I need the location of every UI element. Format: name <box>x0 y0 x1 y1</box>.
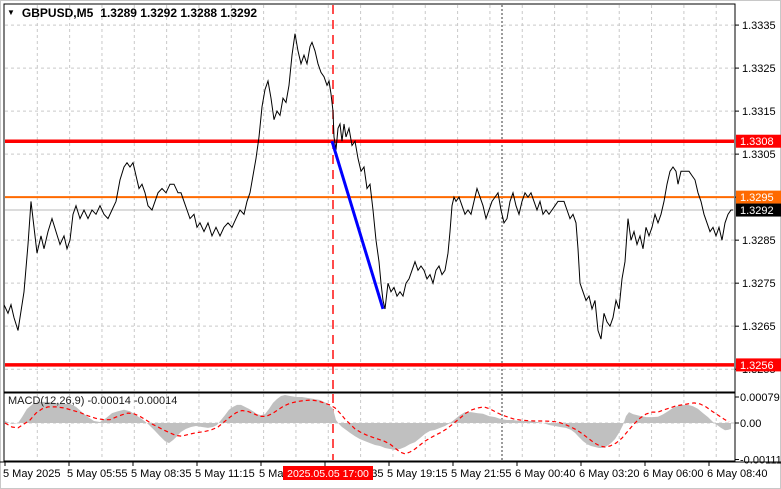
symbol-dropdown-icon[interactable]: ▼ <box>7 8 15 17</box>
macd-indicator-label: MACD(12,26,9) -0.00014 -0.00014 <box>8 395 178 407</box>
macd-signal-line <box>4 399 730 455</box>
symbol-timeframe-label: GBPUSD,M5 <box>21 6 94 20</box>
time-tick-label: 6 May 06:00 <box>643 468 704 480</box>
price-tick-label: 1.3305 <box>742 149 776 161</box>
price-tick-label: 1.3275 <box>742 278 776 290</box>
macd-tick-label: -0.00111 <box>740 455 781 467</box>
time-tick-label: 5 May 11:15 <box>195 468 255 480</box>
price-badge-resistance-line <box>736 134 781 148</box>
price-badge-support-line <box>736 358 781 372</box>
macd-tick-label: 0.00079 <box>740 392 780 404</box>
price-badge-pivot-line <box>736 190 781 204</box>
macd-histogram <box>5 395 731 450</box>
event-time-badge-label: 2025.05.05 17:00 <box>287 468 369 480</box>
time-tick-label: 5 May 19:15 <box>387 468 448 480</box>
time-tick-label: 5 May 21:55 <box>451 468 512 480</box>
price-line[interactable] <box>3 33 733 340</box>
price-badge-label: 1.3292 <box>740 205 774 217</box>
price-tick-label: 1.3335 <box>742 20 776 32</box>
price-badge-label: 1.3256 <box>740 360 774 372</box>
event-time-badge <box>283 466 373 480</box>
price-tick-label: 1.3325 <box>742 63 776 75</box>
price-badge-current-price-line <box>736 203 781 217</box>
price-tick-label: 1.3315 <box>742 106 776 118</box>
price-tick-label: 1.3285 <box>742 235 776 247</box>
ohlc-values: 1.3289 1.3292 1.3288 1.3292 <box>100 6 258 20</box>
price-badge-label: 1.3308 <box>740 136 774 148</box>
time-tick-label: 6 May 00:40 <box>515 468 576 480</box>
symbol-header: ▼ GBPUSD,M5 1.3289 1.3292 1.3288 1.3292 <box>7 6 257 20</box>
price-badge-label: 1.3295 <box>740 192 774 204</box>
time-tick-label: 5 May 05:55 <box>67 468 128 480</box>
price-tick-label: 1.3265 <box>742 321 776 333</box>
time-tick-label: 6 May 03:20 <box>579 468 640 480</box>
trend-line[interactable] <box>330 140 385 310</box>
macd-tick-label: 0.00 <box>740 418 761 430</box>
time-tick-label: 6 May 08:40 <box>707 468 768 480</box>
time-tick-label: 5 May 08:35 <box>131 468 192 480</box>
time-tick-label: 5 May 2025 <box>3 468 60 480</box>
